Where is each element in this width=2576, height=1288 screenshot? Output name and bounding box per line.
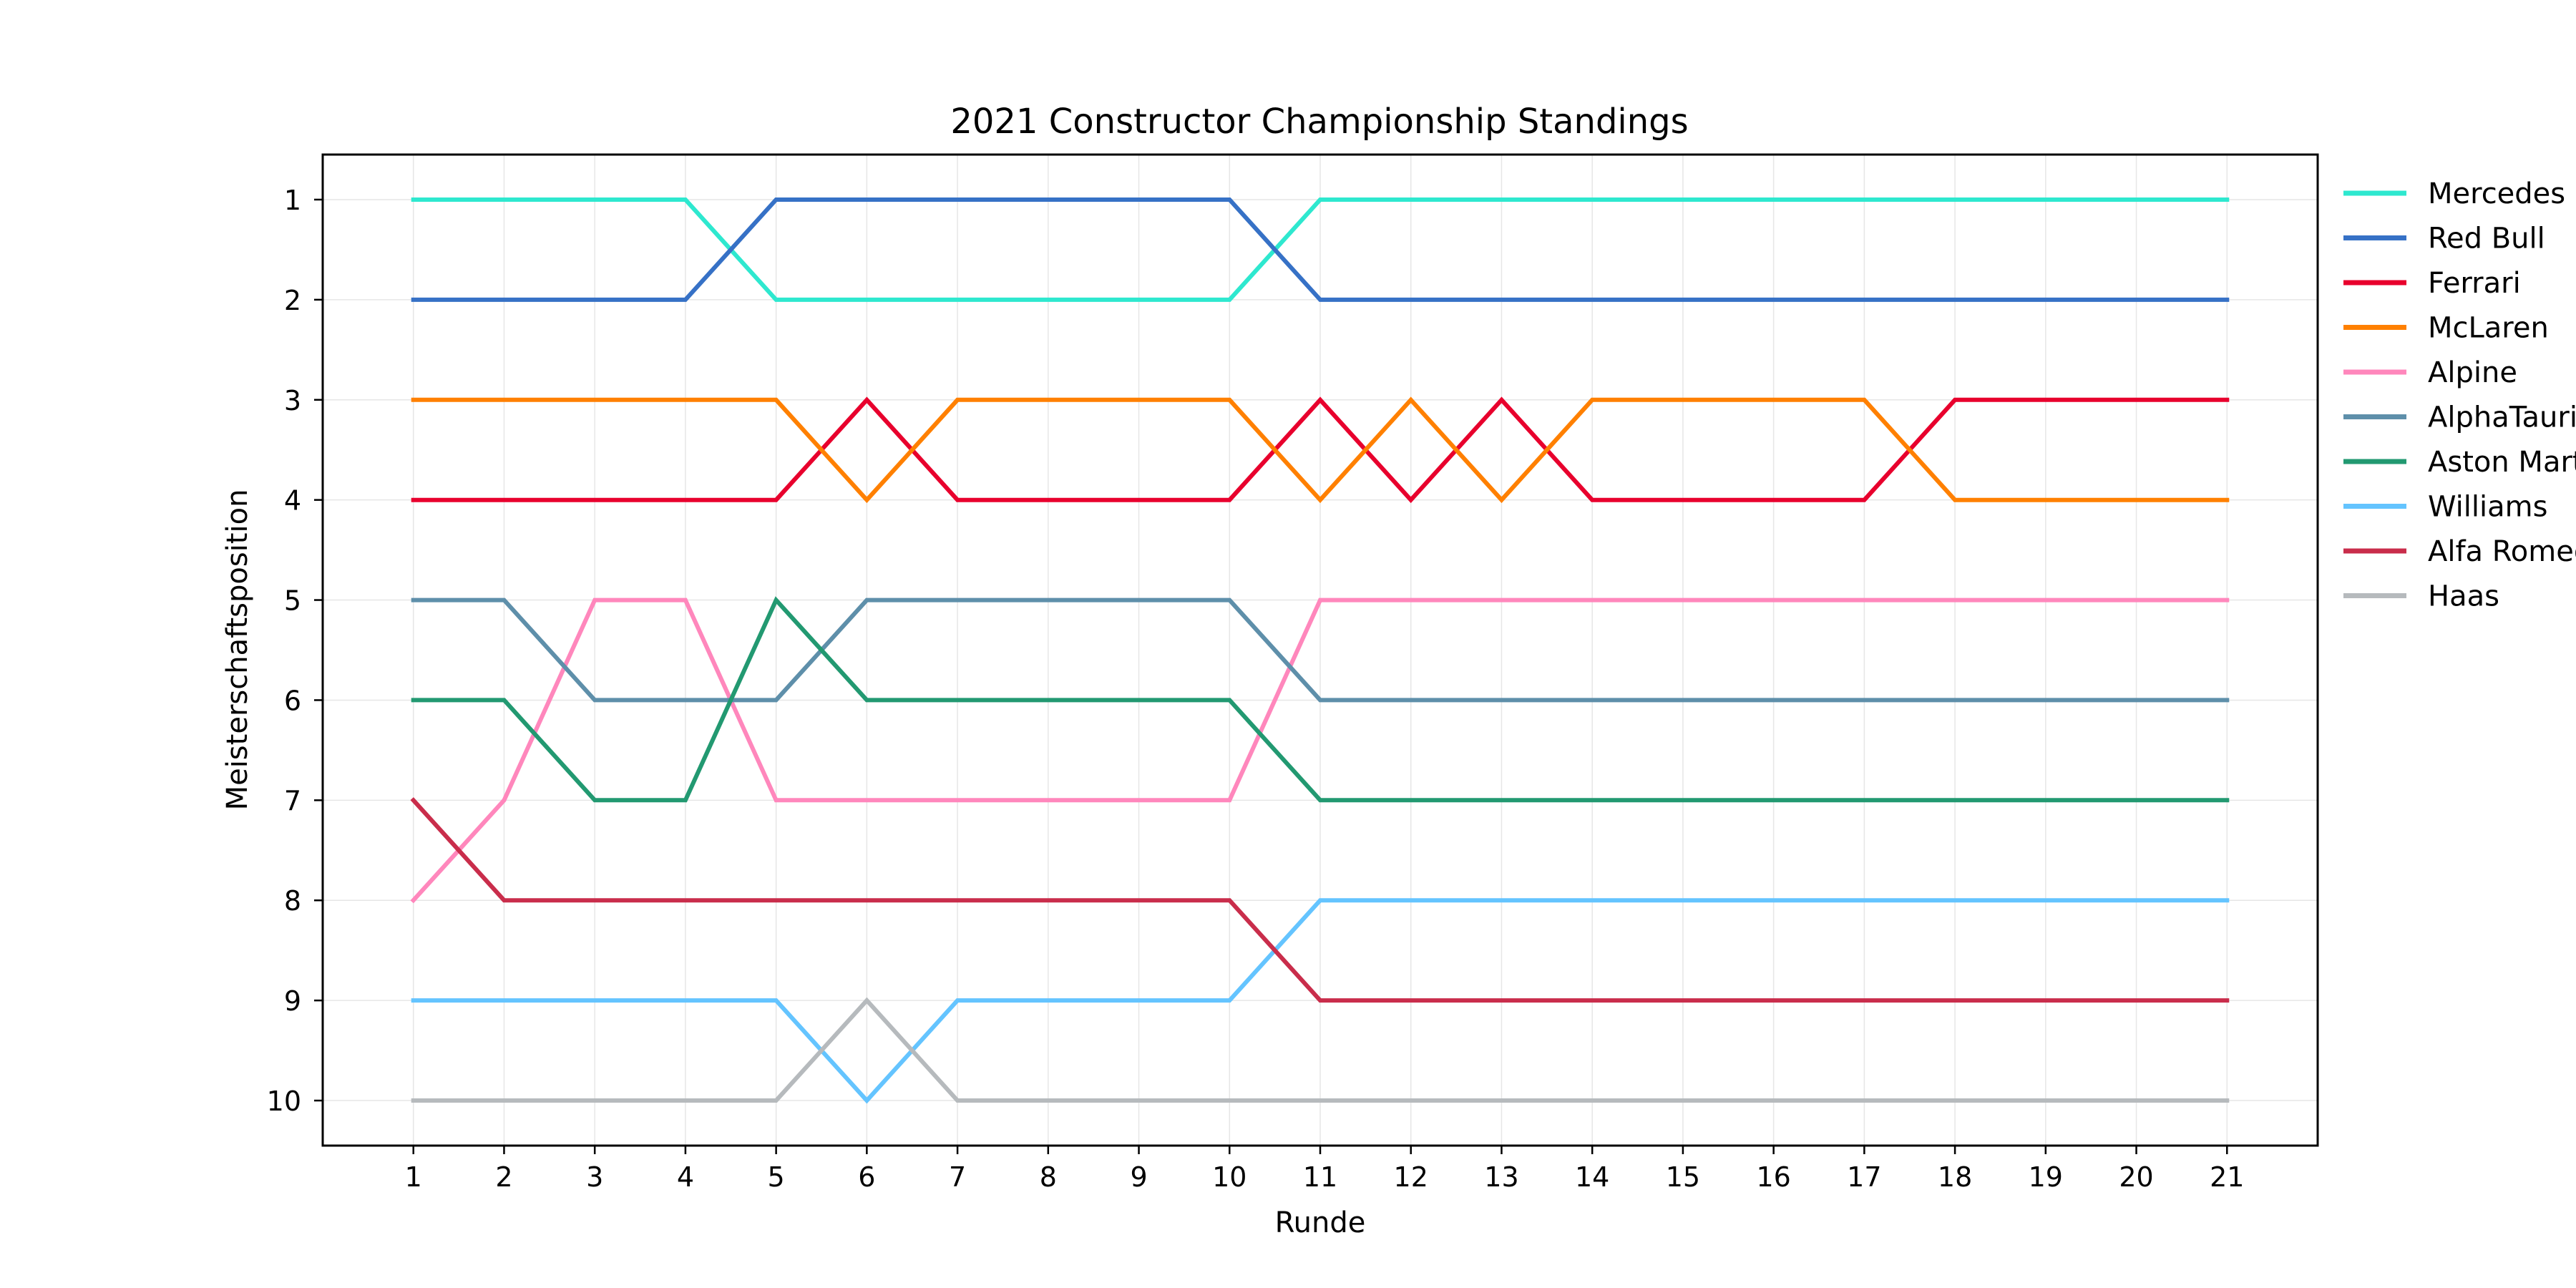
y-tick-label: 4 (284, 485, 301, 517)
x-tick-label: 1 (405, 1161, 422, 1193)
x-tick-label: 13 (1484, 1161, 1518, 1193)
x-tick-label: 20 (2119, 1161, 2153, 1193)
y-axis-label: Meisterschaftsposition (221, 489, 254, 811)
y-tick-label: 6 (284, 685, 301, 716)
legend-label: Alpine (2428, 356, 2517, 389)
x-tick-label: 16 (1756, 1161, 1790, 1193)
series-line-alphatauri (411, 597, 2230, 703)
x-tick-label: 12 (1394, 1161, 1428, 1193)
legend-label: McLaren (2428, 312, 2549, 345)
series-line-ferrari (411, 396, 2230, 504)
legend-label: Red Bull (2428, 223, 2545, 255)
x-tick-label: 11 (1303, 1161, 1337, 1193)
x-tick-label: 4 (677, 1161, 694, 1193)
y-tick-label: 3 (284, 385, 301, 416)
y-axis: 1 2 3 4 5 6 7 8 9 10 (267, 185, 323, 1117)
y-tick-label: 8 (284, 885, 301, 917)
series-line-mclaren (411, 396, 2230, 504)
series-line-mercedes (411, 197, 2230, 302)
x-tick-label: 9 (1130, 1161, 1147, 1193)
legend-label: Aston Martin (2428, 446, 2576, 479)
legend: Mercedes Red Bull Ferrari McLaren Alpine Alph… (2343, 177, 2576, 613)
legend-label: Haas (2428, 580, 2499, 613)
x-tick-label: 6 (858, 1161, 875, 1193)
series-line-alfa-romeo (410, 797, 2230, 1003)
series-line-aston-martin (411, 596, 2230, 803)
x-axis: 1 2 3 4 5 6 7 8 9 10 11 12 13 14 15 16 17 18 19 20 21 (405, 1146, 2244, 1193)
x-tick-label: 10 (1212, 1161, 1246, 1193)
x-tick-label: 19 (2029, 1161, 2063, 1193)
x-tick-label: 7 (949, 1161, 966, 1193)
x-tick-label: 17 (1847, 1161, 1881, 1193)
series-line-haas (411, 997, 2230, 1103)
series-lines (410, 197, 2230, 1104)
y-tick-label: 5 (284, 585, 301, 617)
y-tick-label: 7 (284, 785, 301, 816)
x-tick-label: 5 (768, 1161, 785, 1193)
x-tick-label: 14 (1575, 1161, 1609, 1193)
legend-label: Williams (2428, 491, 2547, 524)
x-tick-label: 3 (586, 1161, 603, 1193)
legend-label: Mercedes (2428, 177, 2565, 210)
series-line-alpine (410, 597, 2230, 904)
x-tick-label: 15 (1666, 1161, 1700, 1193)
y-tick-label: 10 (267, 1085, 301, 1117)
legend-label: Alfa Romeo (2428, 535, 2576, 568)
legend-label: Ferrari (2428, 267, 2521, 300)
series-line-williams (411, 898, 2230, 1104)
x-tick-label: 2 (495, 1161, 512, 1193)
x-tick-label: 18 (1938, 1161, 1972, 1193)
chart-title: 2021 Constructor Championship Standings (950, 102, 1688, 142)
y-tick-label: 1 (284, 185, 301, 216)
x-tick-label: 8 (1040, 1161, 1057, 1193)
x-tick-label: 21 (2210, 1161, 2244, 1193)
legend-label: AlphaTauri (2428, 401, 2576, 434)
x-axis-label: Runde (1275, 1206, 1366, 1239)
y-tick-label: 2 (284, 285, 301, 316)
y-tick-label: 9 (284, 985, 301, 1017)
series-line-red-bull (411, 197, 2230, 302)
